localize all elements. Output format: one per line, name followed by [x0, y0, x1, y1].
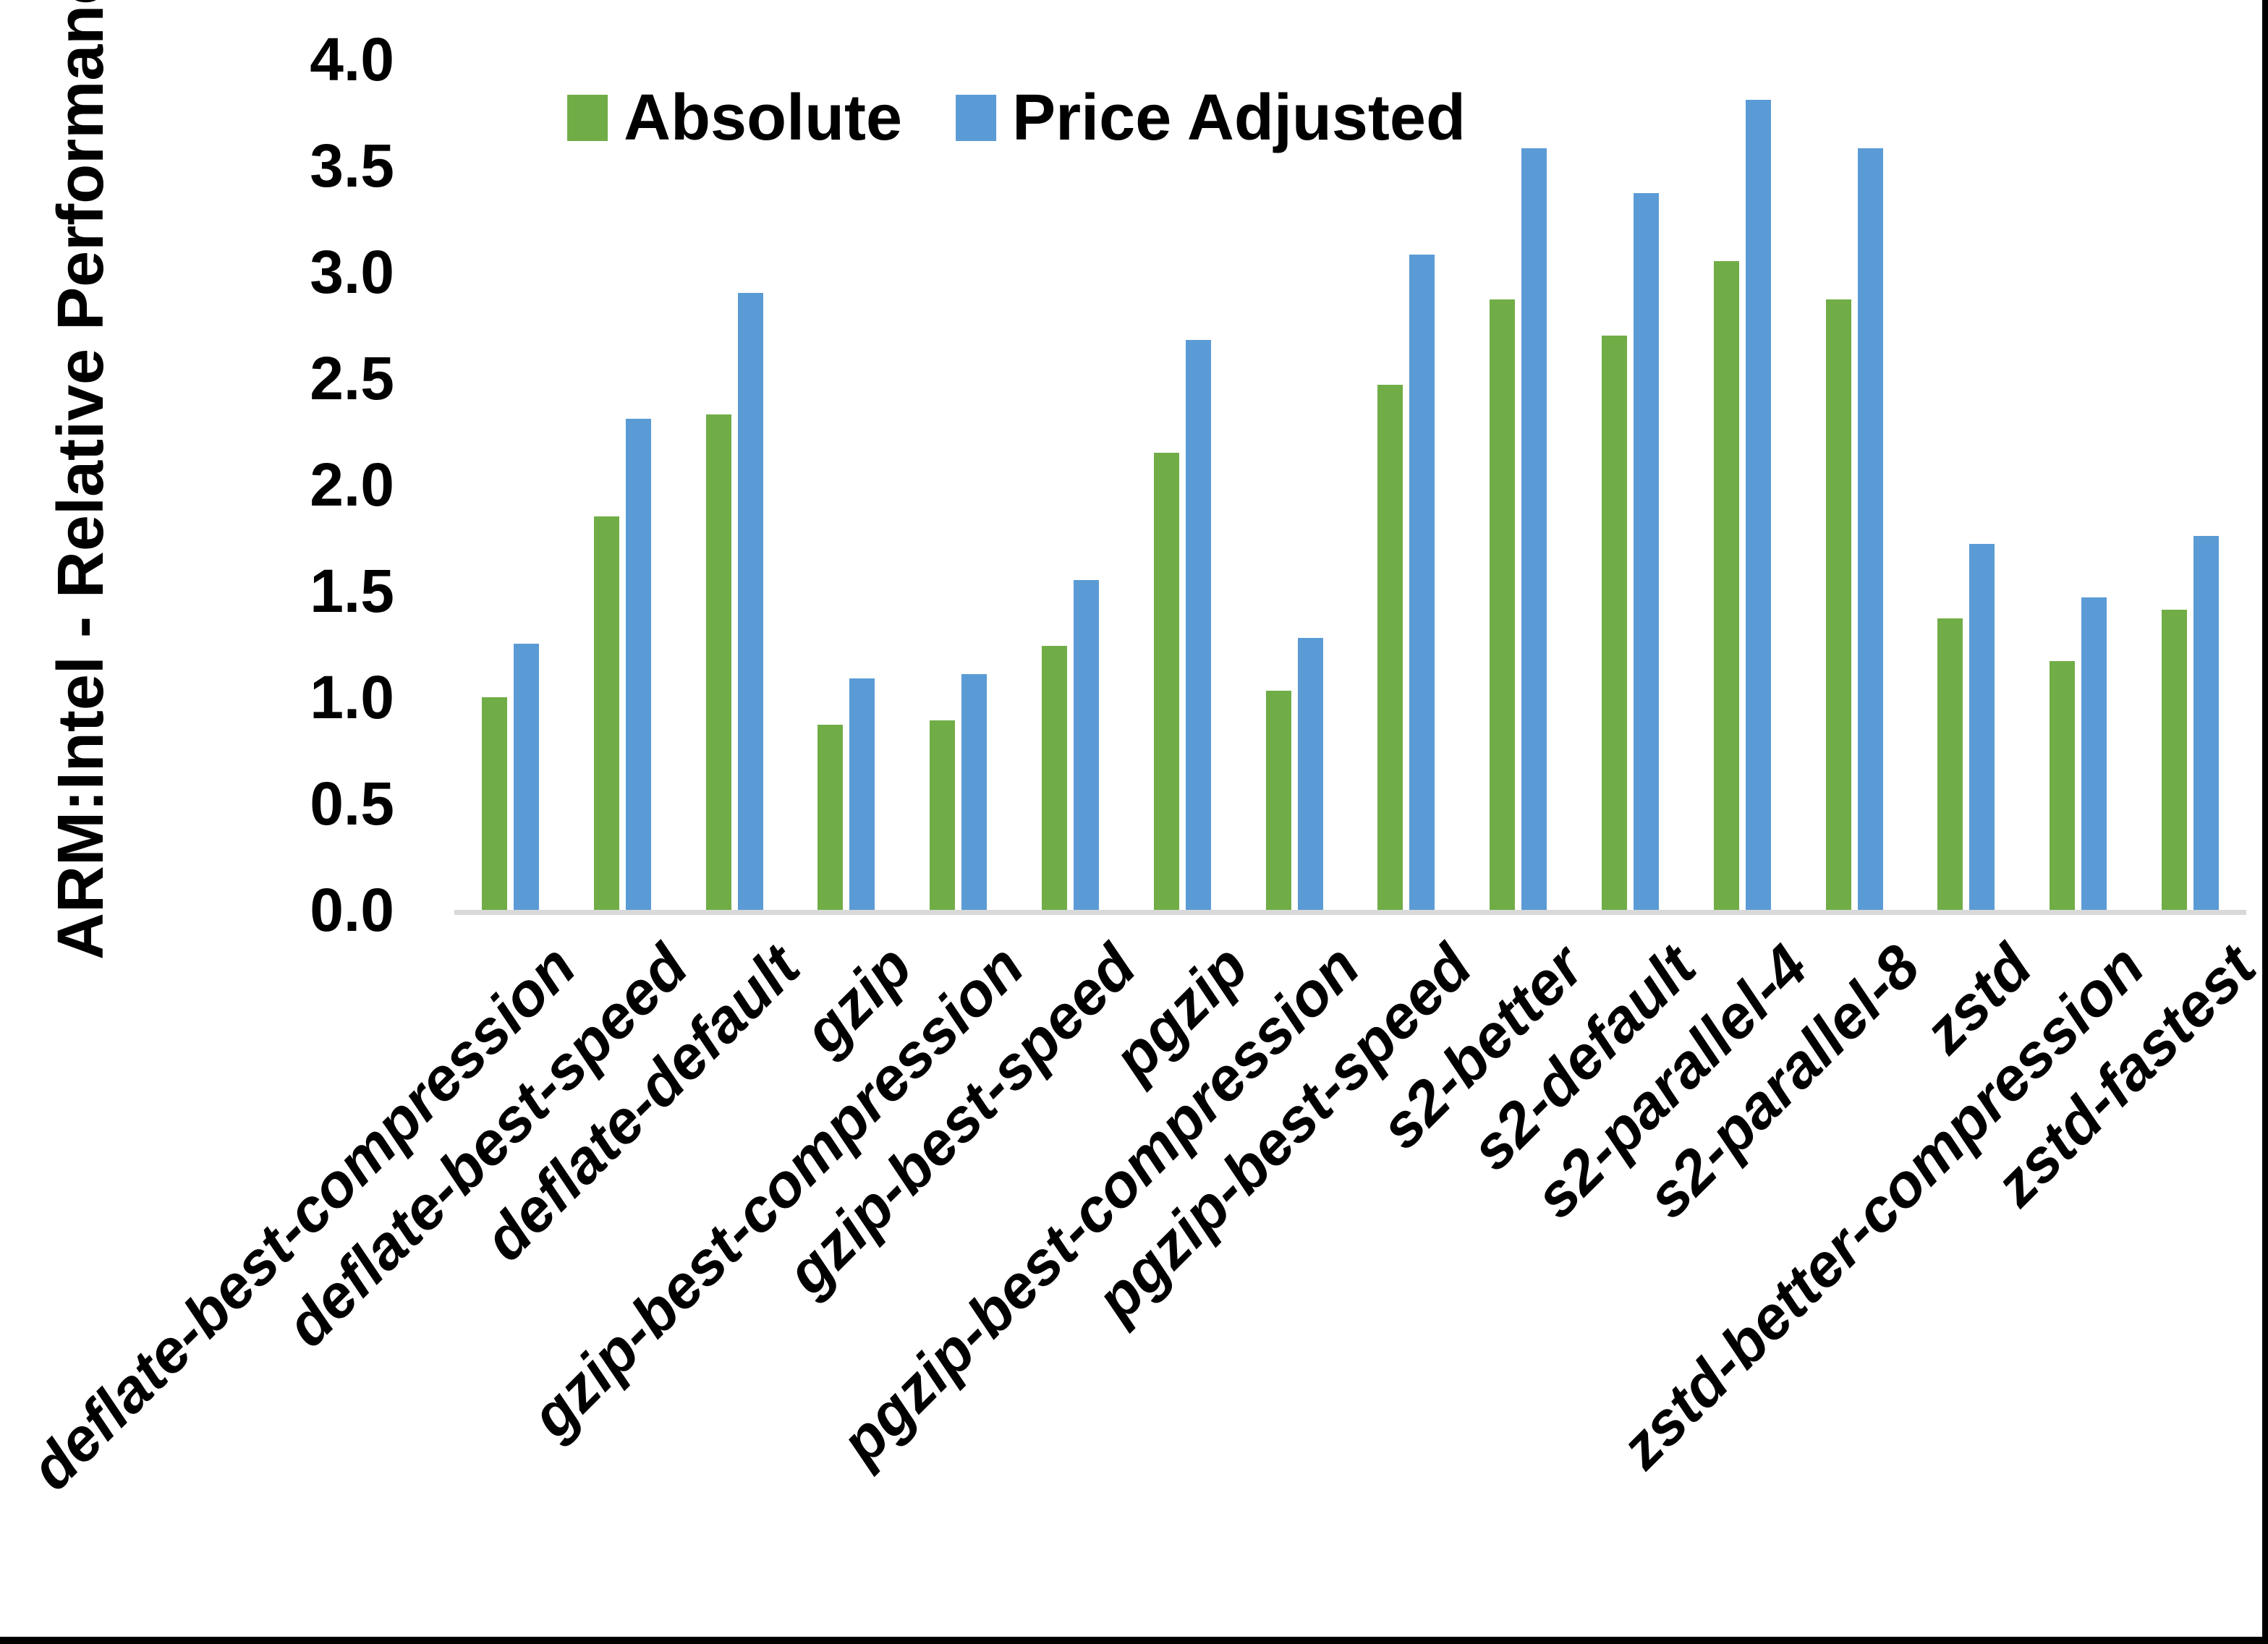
bar-price-adjusted: [2081, 597, 2107, 910]
screenshot-border-right: [2262, 0, 2268, 1644]
bar-price-adjusted: [738, 293, 763, 910]
bar-price-adjusted: [1186, 340, 1211, 910]
bar-absolute: [1154, 453, 1179, 910]
bar-absolute: [1266, 691, 1291, 910]
y-tick-label: 0.5: [310, 770, 394, 838]
bar-absolute: [1377, 385, 1403, 910]
bar-price-adjusted: [961, 674, 987, 910]
screenshot-border-bottom: [0, 1637, 2268, 1644]
bar-price-adjusted: [2193, 536, 2219, 910]
bar-price-adjusted: [1521, 148, 1547, 910]
legend-label-price-adjusted: Price Adjusted: [1012, 82, 1466, 154]
legend-item-absolute: Absolute: [567, 85, 902, 150]
bar-absolute: [817, 725, 843, 910]
legend-swatch-price-adjusted-icon: [956, 95, 997, 141]
y-tick-label: 4.0: [310, 25, 394, 93]
bar-price-adjusted: [626, 419, 651, 910]
bar-absolute: [930, 720, 955, 910]
bar-absolute: [2162, 610, 2187, 910]
legend-label-absolute: Absolute: [624, 82, 903, 154]
bar-price-adjusted: [514, 644, 539, 910]
y-tick-label: 0.0: [310, 876, 394, 944]
y-tick-label: 3.5: [310, 132, 394, 200]
bar-price-adjusted: [1298, 638, 1323, 910]
y-tick-label: 3.0: [310, 238, 394, 306]
bar-price-adjusted: [849, 678, 875, 910]
legend: Absolute Price Adjusted: [567, 85, 1466, 150]
x-axis-baseline: [454, 910, 2246, 915]
bar-absolute: [482, 697, 507, 910]
y-tick-label: 1.0: [310, 663, 394, 731]
y-axis-title: ARM:Intel - Relative Performance: [45, 0, 117, 960]
bar-absolute: [1937, 618, 1963, 910]
legend-item-price-adjusted: Price Adjusted: [956, 85, 1466, 150]
bar-price-adjusted: [1858, 148, 1883, 910]
bar-price-adjusted: [1409, 255, 1435, 910]
bar-absolute: [706, 414, 731, 910]
bar-absolute: [1490, 299, 1515, 910]
bar-absolute: [1714, 261, 1739, 910]
bar-absolute: [2050, 661, 2075, 910]
y-tick-label: 2.5: [310, 344, 394, 412]
bar-price-adjusted: [1746, 100, 1771, 910]
bar-price-adjusted: [1634, 193, 1659, 910]
bar-price-adjusted: [1074, 580, 1099, 910]
legend-swatch-absolute-icon: [567, 95, 608, 141]
y-tick-label: 1.5: [310, 557, 394, 625]
bar-absolute: [1826, 299, 1851, 910]
bar-absolute: [1602, 336, 1627, 910]
bar-absolute: [1042, 646, 1067, 910]
bar-absolute: [594, 516, 619, 910]
y-tick-label: 2.0: [310, 451, 394, 519]
bar-price-adjusted: [1969, 544, 1995, 910]
